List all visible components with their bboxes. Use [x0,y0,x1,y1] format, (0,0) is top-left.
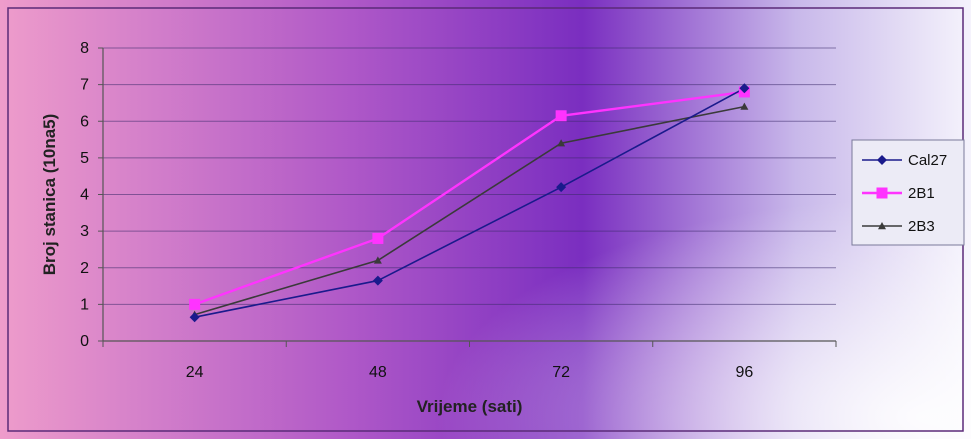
data-point-2b1 [189,298,201,310]
x-tick-label: 24 [186,364,204,381]
legend-marker-2b1 [876,187,888,199]
data-point-cal27 [372,275,383,286]
legend-label-cal27: Cal27 [908,152,947,169]
data-point-2b3 [557,139,566,147]
data-point-2b3 [740,102,749,110]
data-point-cal27 [189,312,200,323]
legend: Cal27 2B1 2B3 [851,139,965,246]
y-tick-labels: 0 1 2 3 4 5 6 7 8 [80,40,89,350]
data-point-2b1 [372,232,384,244]
legend-label-2b1: 2B1 [908,185,935,202]
x-axis-title: Vrijeme (sati) [417,397,523,416]
legend-marker-2b3 [878,222,886,230]
x-tick-label: 96 [735,364,753,381]
y-tick-label: 2 [80,260,89,277]
series-line-2b1 [194,90,745,306]
y-tick-label: 1 [80,296,89,313]
x-tick-label: 48 [369,364,387,381]
x-tick-labels: 24 48 72 96 [186,364,754,381]
y-tick-label: 3 [80,223,89,240]
data-point-cal27 [739,83,750,94]
y-tick-label: 6 [80,113,89,130]
series-lines [194,87,745,318]
data-point-2b3 [373,256,382,264]
y-tick-label: 8 [80,40,89,57]
gridlines [103,47,836,305]
axes [98,47,837,347]
data-point-cal27 [556,182,567,193]
y-axis-title: Broj stanica (10na5) [40,114,59,276]
y-tick-label: 0 [80,333,89,350]
x-tick-label: 72 [552,364,570,381]
series-line-2b3 [194,105,745,316]
y-tick-label: 5 [80,150,89,167]
data-point-2b1 [555,110,567,122]
legend-marker-cal27 [877,155,887,165]
legend-label-2b3: 2B3 [908,218,935,235]
y-tick-label: 4 [80,187,89,204]
series-markers [189,83,750,323]
y-tick-label: 7 [80,77,89,94]
series-line-cal27 [194,87,745,318]
